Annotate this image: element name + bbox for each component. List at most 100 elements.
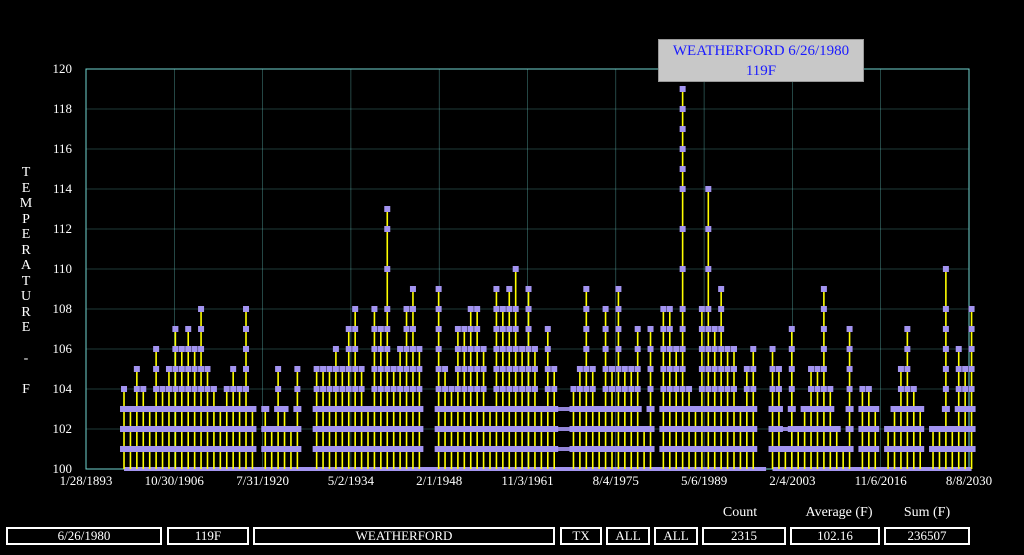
- temperature-point: [461, 346, 468, 352]
- temperature-point: [320, 386, 327, 392]
- temperature-point: [647, 346, 654, 352]
- temperature-point: [442, 366, 449, 372]
- temperature-point: [409, 306, 416, 312]
- x-tick-label: 7/31/1920: [236, 473, 289, 488]
- y-tick-label: 102: [53, 421, 73, 436]
- filter-two-cell[interactable]: ALL: [654, 527, 698, 545]
- temperature-point: [499, 306, 506, 312]
- temperature-point: [499, 386, 506, 392]
- temperature-point: [660, 386, 667, 392]
- temperature-point: [153, 386, 160, 392]
- temperature-point: [845, 406, 854, 412]
- temperature-point: [614, 446, 623, 452]
- temperature-point: [332, 346, 339, 352]
- temperature-point: [326, 386, 333, 392]
- temperature-point: [467, 326, 474, 332]
- temperature-point: [602, 366, 609, 372]
- temperature-point: [787, 406, 796, 412]
- temperature-point: [493, 326, 500, 332]
- temperature-point: [352, 366, 359, 372]
- temperature-point: [320, 366, 327, 372]
- temperature-point: [711, 386, 718, 392]
- temperature-point: [467, 346, 474, 352]
- temperature-point: [820, 346, 827, 352]
- temperature-point: [942, 306, 949, 312]
- temperature-point: [467, 366, 474, 372]
- temperature-point: [345, 326, 352, 332]
- temperature-point: [512, 266, 519, 272]
- temperature-point: [223, 386, 230, 392]
- temperature-point: [827, 386, 834, 392]
- temperature-point: [698, 386, 705, 392]
- record-date-cell[interactable]: 6/26/1980: [6, 527, 162, 545]
- temperature-point: [377, 326, 384, 332]
- temperature-point: [788, 346, 795, 352]
- tooltip-temperature: 119F: [745, 63, 777, 79]
- temperature-point: [185, 346, 192, 352]
- temperature-point: [769, 346, 776, 352]
- temperature-point: [890, 406, 899, 412]
- temperature-point: [916, 426, 925, 432]
- tooltip-station-date: WEATHERFORD 6/26/1980: [672, 43, 850, 59]
- record-temp-cell[interactable]: 119F: [167, 527, 249, 545]
- temperature-point: [576, 366, 583, 372]
- temperature-point: [788, 386, 795, 392]
- temperature-point: [293, 426, 302, 432]
- temperature-point: [666, 346, 673, 352]
- temperature-point: [646, 426, 655, 432]
- temperature-point: [198, 366, 205, 372]
- temperature-point: [544, 326, 551, 332]
- temperature-point: [666, 306, 673, 312]
- temperature-point: [397, 366, 404, 372]
- temperature-point: [705, 326, 712, 332]
- temperature-point: [718, 306, 725, 312]
- temperature-point: [525, 366, 532, 372]
- temperature-point: [942, 366, 949, 372]
- temperature-point: [371, 386, 378, 392]
- temperature-point: [275, 386, 282, 392]
- temperature-point: [813, 406, 822, 412]
- state-cell[interactable]: TX: [560, 527, 602, 545]
- x-tick-label: 8/4/1975: [593, 473, 639, 488]
- y-tick-label: 112: [53, 221, 72, 236]
- temperature-point: [243, 346, 250, 352]
- stats-header: Count Average (F) Sum (F): [0, 505, 1024, 523]
- temperature-chart: 100 102 104 106 108 110 112 114 116 118 120 1/28/18…: [53, 61, 993, 488]
- temperature-point: [589, 366, 596, 372]
- temperature-point: [204, 366, 211, 372]
- temperature-point: [942, 346, 949, 352]
- station-name-cell[interactable]: WEATHERFORD: [253, 527, 555, 545]
- temperature-point: [474, 326, 481, 332]
- temperature-point: [864, 446, 873, 452]
- temperature-point: [583, 306, 590, 312]
- y-tick-label: 100: [53, 461, 73, 476]
- temperature-point: [820, 286, 827, 292]
- temperature-point: [679, 166, 686, 172]
- temperature-point: [493, 306, 500, 312]
- temperature-point: [724, 366, 731, 372]
- temperature-point: [442, 386, 449, 392]
- temperature-point: [871, 426, 880, 432]
- temperature-point: [519, 346, 526, 352]
- temperature-point: [339, 366, 346, 372]
- temperature-point: [679, 266, 686, 272]
- temperature-point: [280, 426, 289, 432]
- temperature-point: [261, 426, 270, 432]
- temperature-point: [474, 386, 481, 392]
- temperature-point: [326, 366, 333, 372]
- temperature-point: [519, 386, 526, 392]
- temperature-point: [615, 306, 622, 312]
- temperature-point: [768, 406, 777, 412]
- temperature-point: [384, 386, 391, 392]
- x-tick-label: 10/30/1906: [145, 473, 205, 488]
- temperature-point: [615, 286, 622, 292]
- temperature-point: [345, 346, 352, 352]
- temperature-point: [461, 386, 468, 392]
- temperature-point: [871, 406, 880, 412]
- temperature-point: [294, 366, 301, 372]
- count-value-cell: 2315: [702, 527, 786, 545]
- temperature-point: [705, 226, 712, 232]
- temperature-point: [826, 406, 835, 412]
- filter-one-cell[interactable]: ALL: [606, 527, 650, 545]
- temperature-point: [814, 386, 821, 392]
